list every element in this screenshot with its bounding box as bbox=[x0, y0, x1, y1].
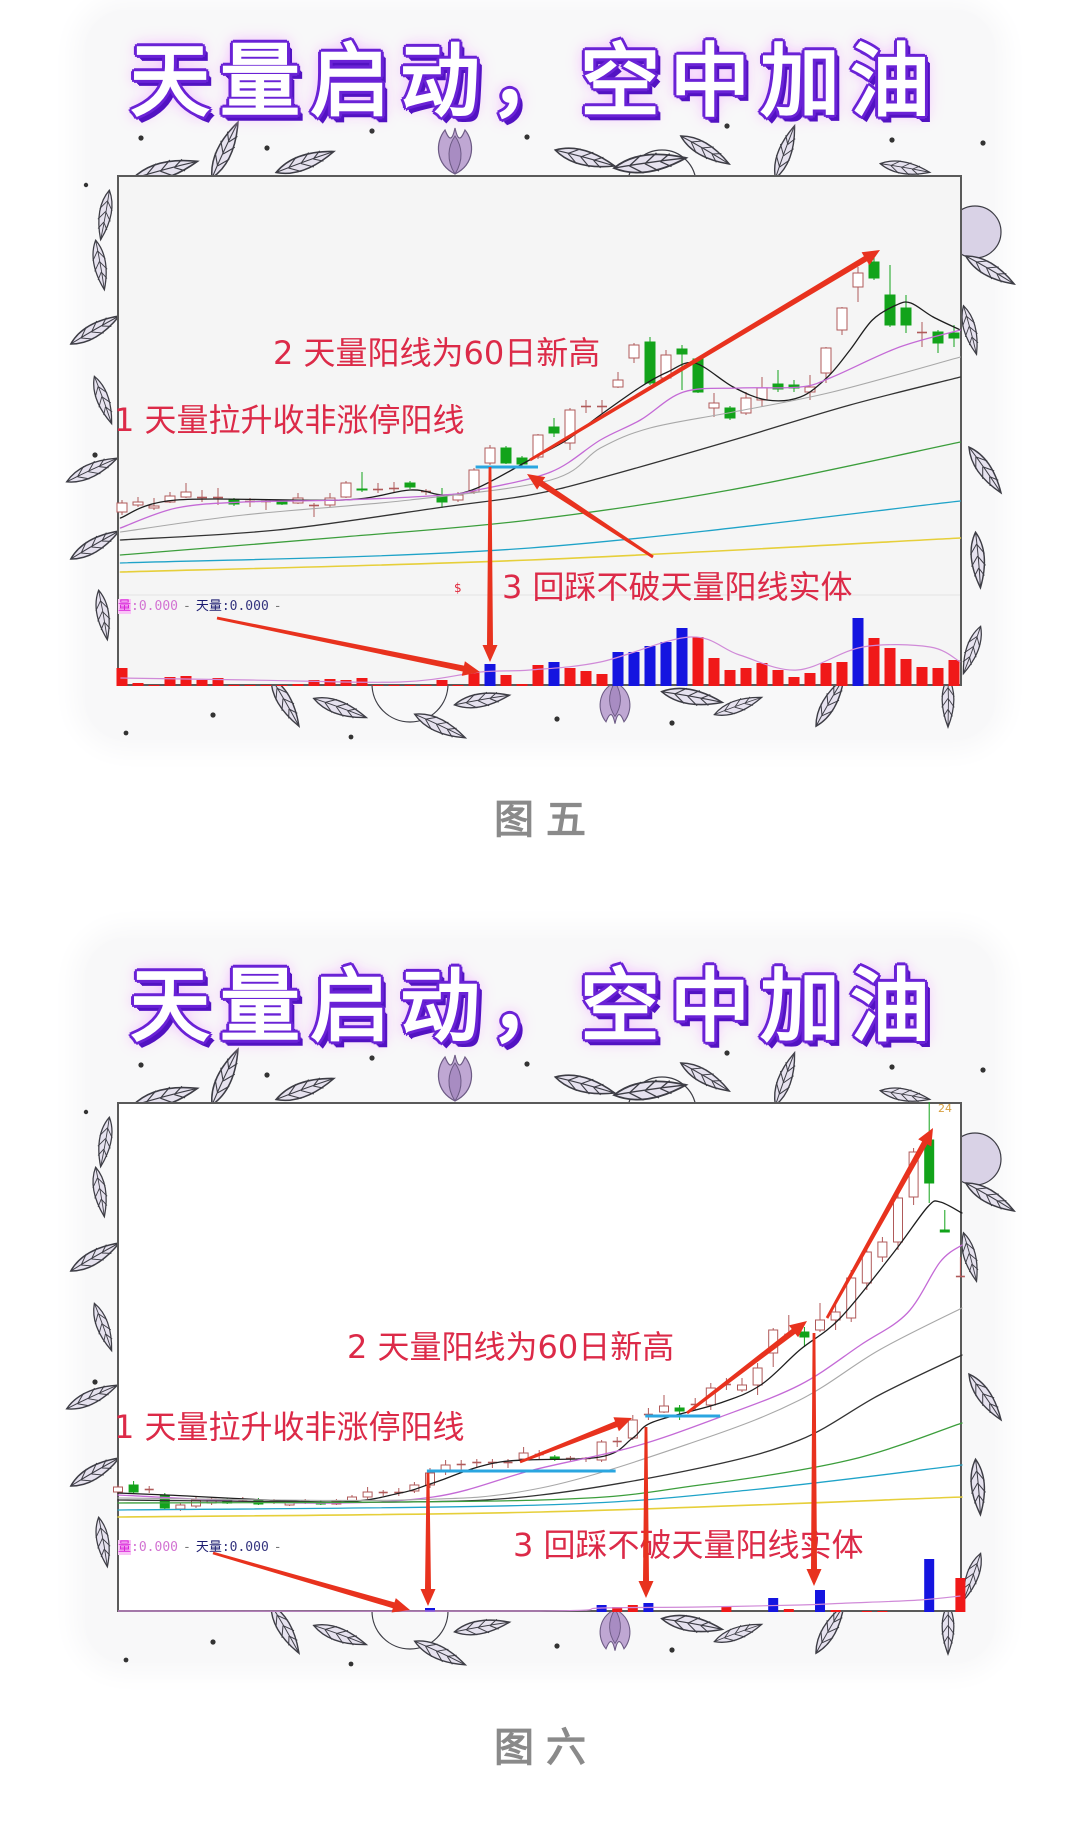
figure-5-annotation-step-3: 3 回踩不破天量阳线实体 bbox=[502, 568, 853, 606]
figure-5-caption: 图五 bbox=[494, 796, 598, 843]
legend-avg-volume-label: 量 bbox=[118, 1540, 132, 1555]
figure-6-title: 天量启动，空中加油 bbox=[130, 960, 940, 1053]
legend-peak-volume-value: :0.000 bbox=[221, 599, 269, 614]
legend-peak-volume-label: 天量 bbox=[195, 1540, 222, 1555]
legend-avg-volume-value: :0.000 bbox=[131, 599, 178, 614]
figure-5-volume-legend: 量:0.000- 天量:0.000- bbox=[118, 599, 287, 615]
legend-separator: - bbox=[182, 599, 191, 614]
figure-6-volume-legend: 量:0.000- 天量:0.000- bbox=[118, 1540, 287, 1556]
legend-separator: - bbox=[182, 1540, 191, 1555]
legend-separator: - bbox=[273, 599, 282, 614]
legend-avg-volume-value: :0.000 bbox=[131, 1540, 178, 1555]
legend-avg-volume-label: 量 bbox=[118, 599, 132, 614]
figure-6-annotation-step-3: 3 回踩不破天量阳线实体 bbox=[513, 1526, 864, 1564]
figure-5-title: 天量启动，空中加油 bbox=[130, 35, 940, 128]
figure-5-annotation-step-1: 1 天量拉升收非涨停阳线 bbox=[114, 401, 465, 439]
legend-peak-volume-value: :0.000 bbox=[221, 1540, 269, 1555]
figure-6-annotation-step-1: 1 天量拉升收非涨停阳线 bbox=[114, 1408, 465, 1446]
figure-6-annotation-step-2: 2 天量阳线为60日新高 bbox=[347, 1328, 675, 1366]
figure-5-annotation-step-2: 2 天量阳线为60日新高 bbox=[273, 334, 601, 372]
legend-peak-volume-label: 天量 bbox=[195, 599, 222, 614]
legend-separator: - bbox=[273, 1540, 282, 1555]
figure-6-caption: 图六 bbox=[494, 1724, 598, 1771]
